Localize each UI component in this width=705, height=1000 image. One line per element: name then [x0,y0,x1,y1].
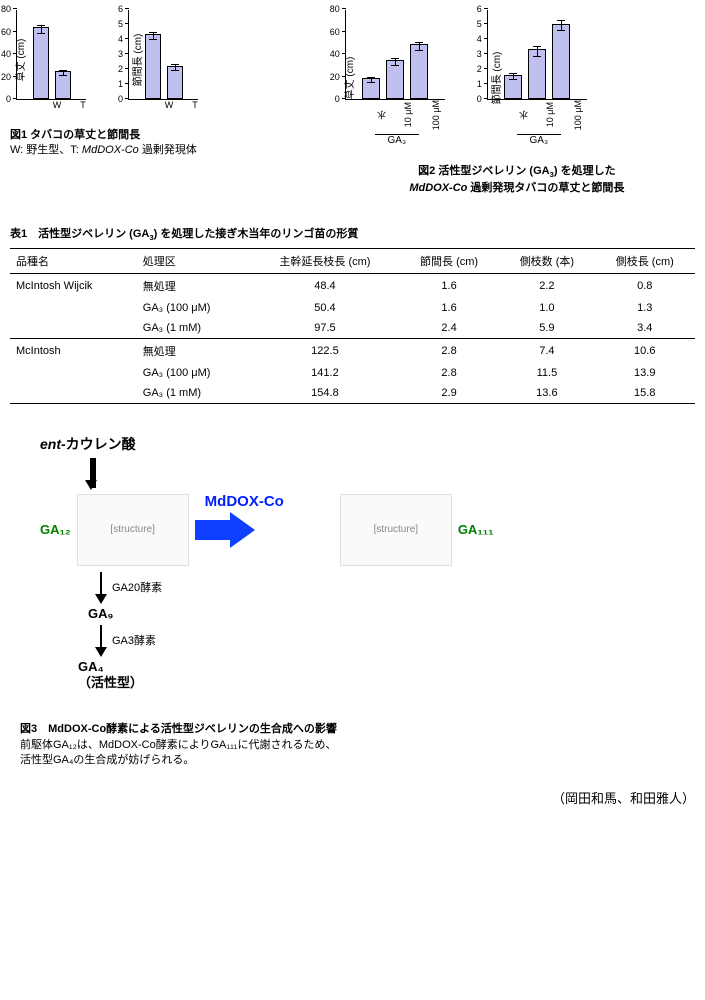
figure-1-charts: 草丈 (cm)020406080WT 節間長 (cm)0123456WT [10,10,339,114]
table-row: GA₃ (100 μM)50.41.61.01.3 [10,298,695,318]
x-axis-label: T [185,100,205,110]
x-axis-label: W [47,100,67,110]
ent-kaurenoic-acid-label: ent-カウレン酸 [40,434,695,454]
figure-2-caption: 図2 活性型ジベレリン (GA3) を処理した MdDOX-Co 過剰発現タバコ… [339,164,695,196]
blue-arrow-icon [195,512,255,548]
authors: （岡田和馬、和田雅人） [10,788,695,807]
bar [362,78,380,99]
arrow-ga12-to-ga9: GA20酵素 [100,572,695,602]
fig2-chart-a: 草丈 (cm)020406080水10 μM100 μMGA₃ [345,10,475,146]
x-axis-label: 水 [517,100,539,130]
table-row: McIntosh Wijcik無処理48.41.62.20.8 [10,273,695,298]
bar [528,49,546,99]
table-header-cell: 側枝長 (cm) [595,248,696,273]
figure-2-charts: 草丈 (cm)020406080水10 μM100 μMGA₃ 節間長 (cm)… [339,10,695,150]
fig2-caption-line2: MdDOX-Co 過剰発現タバコの草丈と節間長 [409,182,624,194]
bar [410,44,428,99]
table-1-section: 表1 活性型ジベレリン (GA3) を処理した接ぎ木当年のリンゴ苗の形質 品種名… [10,227,695,404]
bar [167,66,183,100]
figures-1-2-row: 草丈 (cm)020406080WT 節間長 (cm)0123456WT 図1 … [10,10,695,197]
x-group-label: GA₃ [517,134,561,146]
table-1: 品種名処理区主幹延長枝長 (cm)節間長 (cm)側枝数 (本)側枝長 (cm)… [10,248,695,404]
ga111-structure-icon: [structure] [340,494,452,566]
fig1-caption-sub: W: 野生型、T: MdDOX-Co 過剰発現体 [10,144,197,156]
x-axis-label: 10 μM [403,100,425,130]
ga9-label: GA₉ [88,606,695,621]
bar [504,75,522,100]
x-axis-label: W [159,100,179,110]
table-row: GA₃ (1 mM)97.52.45.93.4 [10,318,695,339]
bar [145,34,161,99]
arrow-ent-to-ga12 [90,458,695,488]
table-header-cell: 側枝数 (本) [499,248,594,273]
table-row: McIntosh無処理122.52.87.410.6 [10,338,695,363]
fig2-chart-b: 節間長 (cm)0123456水10 μM100 μMGA₃ [487,10,617,146]
fig3-caption-main: 図3 MdDOX-Co酵素による活性型ジベレリンの生合成への影響 [20,723,337,735]
figure-1-caption: 図1 タバコの草丈と節間長 W: 野生型、T: MdDOX-Co 過剰発現体 [10,128,339,159]
table-row: GA₃ (1 mM)154.82.913.615.8 [10,383,695,404]
ga12-label: GA₁₂ [40,522,71,537]
table-header-cell: 主幹延長枝長 (cm) [251,248,399,273]
x-axis-label: 100 μM [431,100,453,130]
x-group-label: GA₃ [375,134,419,146]
table-1-head: 品種名処理区主幹延長枝長 (cm)節間長 (cm)側枝数 (本)側枝長 (cm) [10,248,695,273]
table-1-body: McIntosh Wijcik無処理48.41.62.20.8GA₃ (100 … [10,273,695,403]
ga12-structure-icon: [structure] [77,494,189,566]
table-header-cell: 節間長 (cm) [399,248,499,273]
x-axis-label: 10 μM [545,100,567,130]
figure-2: 草丈 (cm)020406080水10 μM100 μMGA₃ 節間長 (cm)… [339,10,695,197]
bar [552,24,570,100]
fig3-caption-sub2: 活性型GA₄の生合成が妨げられる。 [20,754,194,766]
x-axis-label: 水 [375,100,397,130]
bar [33,27,49,99]
table-header-cell: 品種名 [10,248,137,273]
table-1-title: 表1 活性型ジベレリン (GA3) を処理した接ぎ木当年のリンゴ苗の形質 [10,227,695,244]
figure-1: 草丈 (cm)020406080WT 節間長 (cm)0123456WT 図1 … [10,10,339,197]
figure-3-pathway: ent-カウレン酸 GA₁₂ [structure] MdDOX-Co [str… [40,434,695,693]
arrow-ga9-to-ga4: GA3酵素 [100,625,695,655]
bar [55,71,71,99]
fig1-chart-b: 節間長 (cm)0123456WT [128,10,228,110]
fig1-chart-a: 草丈 (cm)020406080WT [16,10,116,110]
ga12-row: GA₁₂ [structure] MdDOX-Co [structure] GA… [40,494,695,566]
ga3-enzyme-label: GA3酵素 [112,632,156,648]
fig3-caption-sub1: 前駆体GA₁₂は、MdDOX-Co酵素によりGA₁₁₁に代謝されるため、 [20,739,337,751]
x-axis-label: T [73,100,93,110]
figure-3-caption: 図3 MdDOX-Co酵素による活性型ジベレリンの生合成への影響 前駆体GA₁₂… [20,722,695,768]
ga4-label: GA₄ （活性型） [78,659,695,693]
x-axis-label: 100 μM [573,100,595,130]
fig1-caption-main: 図1 タバコの草丈と節間長 [10,129,140,141]
fig2-caption-line1: 図2 活性型ジベレリン (GA3) を処理した [418,165,615,177]
ga111-label: GA₁₁₁ [458,522,494,537]
table-row: GA₃ (100 μM)141.22.811.513.9 [10,363,695,383]
ga20-enzyme-label: GA20酵素 [112,579,162,595]
table-header-cell: 処理区 [137,248,251,273]
bar [386,60,404,99]
mddox-co-label: MdDOX-Co [205,493,284,510]
